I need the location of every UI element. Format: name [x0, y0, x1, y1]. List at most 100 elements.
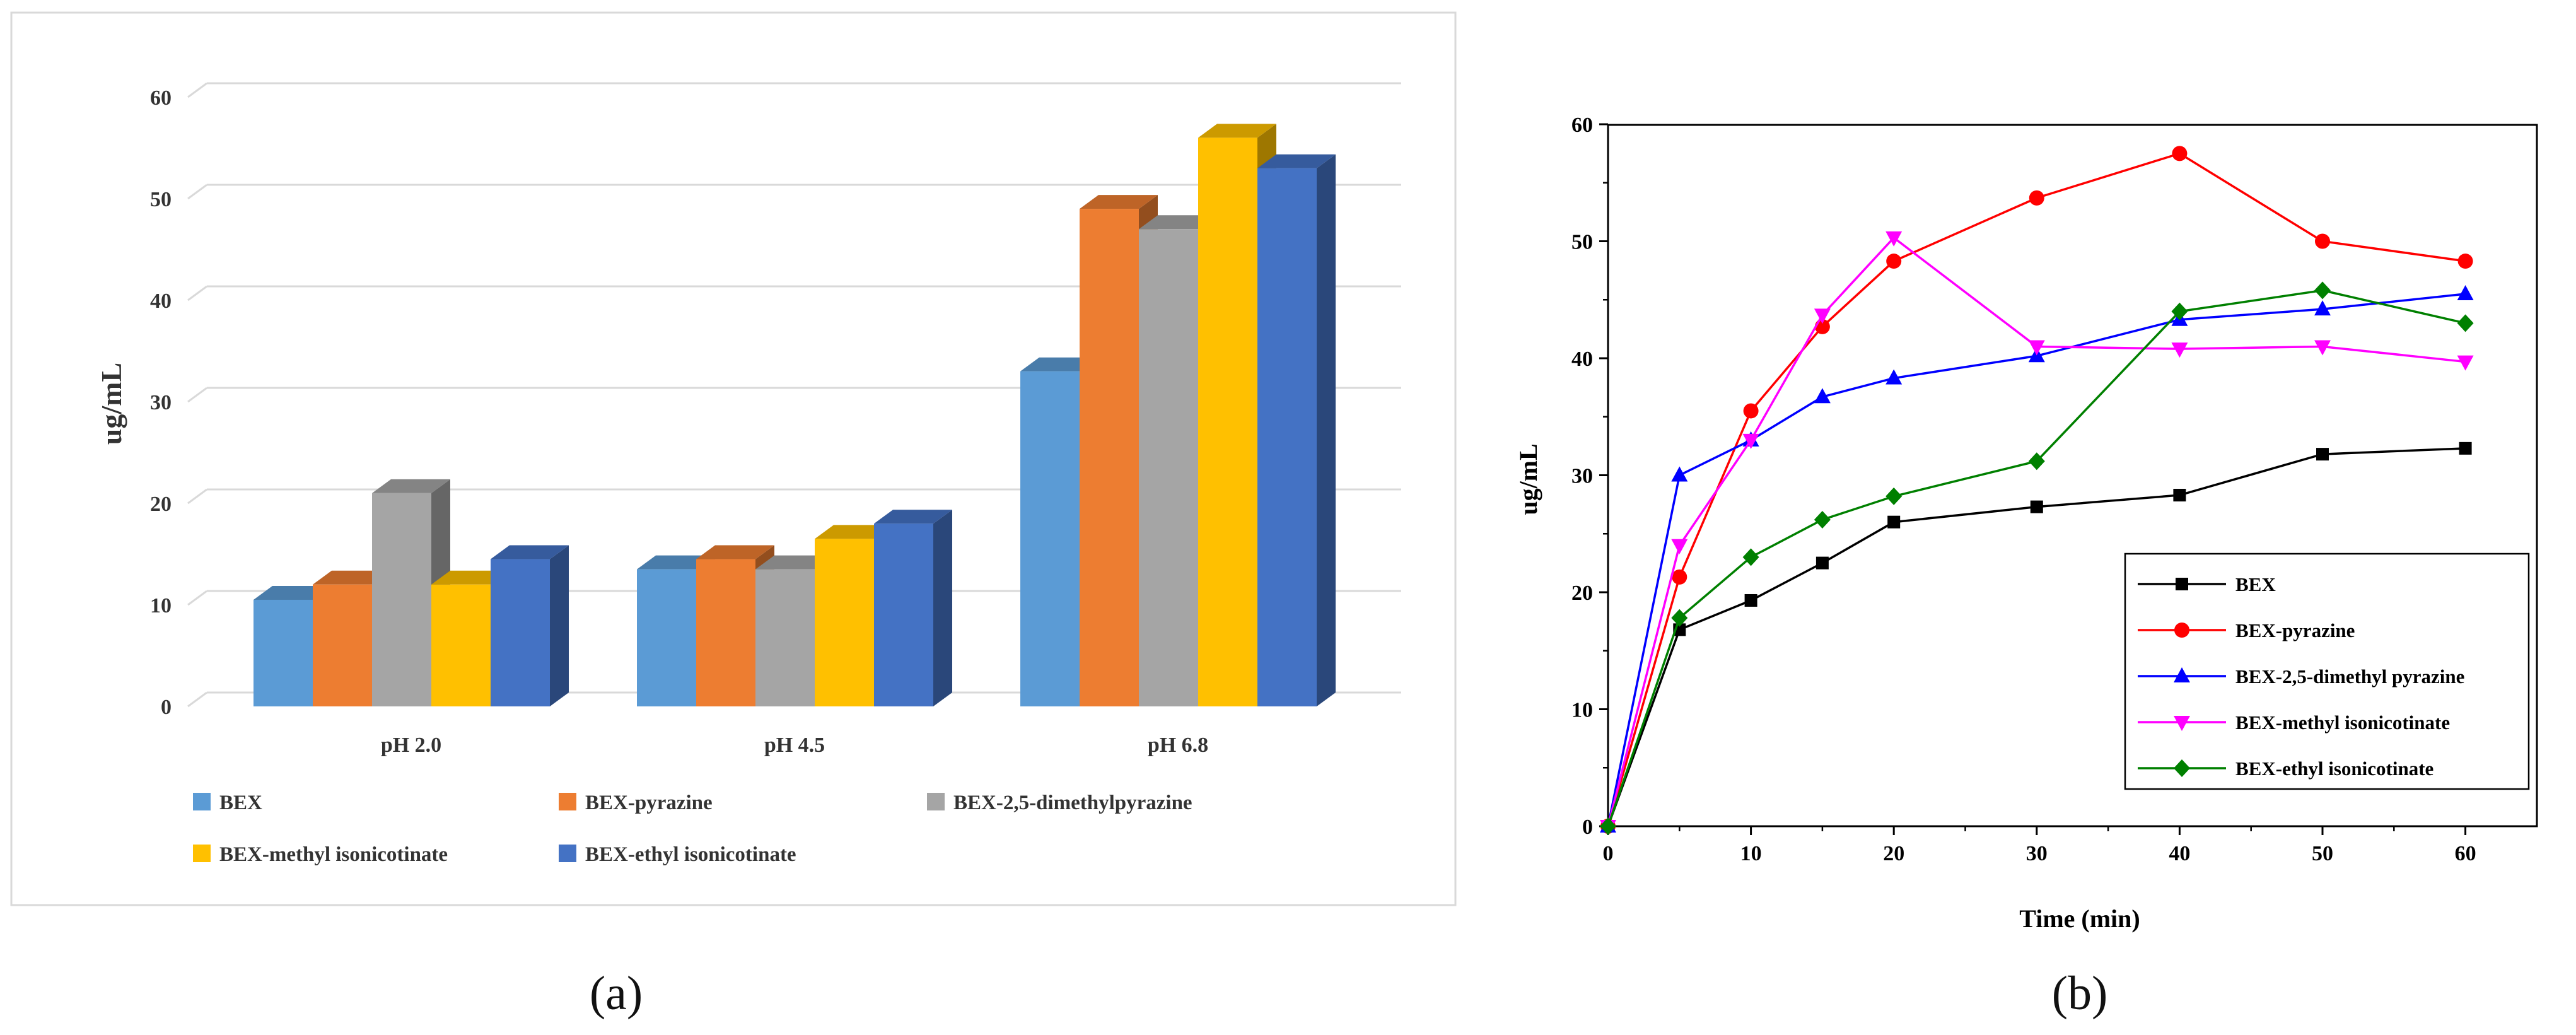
line-y-tick-label: 0 [1582, 816, 1593, 839]
line-marker [1671, 466, 1688, 482]
line-x-tick-label: 20 [1883, 842, 1904, 865]
bar-legend-item: BEX [193, 792, 262, 814]
line-chart-b: 0 10 20 30 40 50 60 0 10 20 30 40 50 60 Time (min) ug… [1514, 114, 2538, 933]
bar [1257, 154, 1336, 706]
bar-y-tick-label: 60 [150, 86, 172, 110]
bar-front [815, 539, 874, 706]
line-marker [2174, 623, 2189, 638]
line-marker [2030, 500, 2043, 513]
line-x-tick-label: 10 [1740, 842, 1762, 865]
line-marker [1671, 609, 1688, 627]
bar-side [933, 510, 952, 706]
bar-front [755, 569, 815, 706]
line-marker [1671, 539, 1688, 554]
line-legend-item: BEX-methyl isonicotinate [2138, 711, 2450, 734]
line-x-tick-label: 30 [2026, 842, 2048, 865]
bar-front [1198, 137, 1257, 706]
bar-top [874, 510, 952, 524]
bar-category-label: pH 4.5 [764, 734, 825, 757]
line-legend-item: BEX-pyrazine [2138, 619, 2355, 641]
line-legend-item: BEX-2,5-dimethyl pyrazine [2138, 665, 2464, 687]
bar-top [1139, 215, 1217, 230]
line-y-tick-label: 60 [1571, 114, 1593, 137]
panel-label-a: (a) [590, 967, 643, 1020]
bar-front [254, 599, 313, 706]
line-x-tick-label: 0 [1603, 842, 1614, 865]
line-y-tick-label: 10 [1571, 699, 1593, 722]
line-marker [1814, 510, 1831, 529]
bar-top [1198, 124, 1276, 138]
line-marker [2028, 340, 2045, 356]
bar-top [696, 545, 774, 559]
bar-side [1317, 154, 1336, 706]
bar-legend-swatch [927, 793, 945, 810]
bar-legend-swatch [559, 793, 576, 810]
bar-legend-label: BEX-pyrazine [585, 792, 713, 814]
bar-side [550, 545, 569, 706]
line-marker [2174, 759, 2190, 777]
line-marker [2176, 578, 2188, 590]
bar-front [874, 523, 933, 706]
bar-front [696, 559, 755, 706]
bar-top [1020, 357, 1099, 371]
line-marker [2028, 452, 2045, 471]
line-marker [1885, 487, 1903, 505]
line-axis-ticks: 0 10 20 30 40 50 60 0 10 20 30 40 50 60 [1571, 114, 2476, 865]
bar-gridline-side [187, 590, 207, 606]
bar-top [491, 545, 569, 559]
panel-label-b: (b) [2052, 967, 2108, 1020]
bar-top [254, 585, 332, 600]
line-marker [2171, 342, 2188, 358]
bar-y-tick-label: 40 [150, 289, 172, 313]
bar-y-tick-label: 0 [161, 696, 172, 719]
bar-top [313, 570, 391, 585]
line-marker [1742, 433, 1759, 449]
line-marker [1814, 308, 1831, 324]
bar-category-label: pH 6.8 [1148, 734, 1208, 757]
line-legend-box [2124, 553, 2530, 790]
bar-top [815, 525, 893, 539]
bar [491, 545, 569, 706]
line-marker [1743, 403, 1759, 419]
bar-legend: BEX BEX-pyrazine BEX-2,5-dimethylpyrazine B… [193, 792, 1192, 866]
bar-front [1020, 371, 1080, 706]
bar-front [1257, 168, 1317, 706]
bar-legend-swatch [193, 793, 211, 810]
line-y-tick-label: 50 [1571, 231, 1593, 254]
bar-gridline-side [187, 691, 207, 708]
line-marker [2172, 146, 2188, 161]
line-legend-label: BEX-ethyl isonicotinate [2235, 757, 2433, 780]
bar-legend-item: BEX-pyrazine [559, 792, 713, 814]
line-marker [1885, 231, 1903, 247]
line-marker [2314, 340, 2331, 356]
bar-legend-label: BEX [219, 792, 262, 814]
line-legend-label: BEX [2235, 573, 2276, 595]
line-legend: BEX BEX-pyrazine BEX-2,5-dimethyl pyrazine… [2124, 553, 2530, 790]
bar-top [1257, 154, 1336, 168]
bar-y-tick-label: 50 [150, 188, 172, 211]
line-marker [1742, 548, 1759, 566]
line-marker [1672, 569, 1687, 585]
bar-front [313, 584, 372, 706]
bar-front [637, 569, 696, 706]
line-marker [1814, 388, 1831, 404]
bar-y-axis-label: ug/mL [95, 363, 127, 445]
bar-category-label: pH 2.0 [381, 734, 441, 757]
bar-front [1139, 229, 1198, 706]
bar-y-ticks: 0 10 20 30 40 50 60 [150, 86, 172, 719]
bar-chart-a: 0 10 20 30 40 50 60 pH 2.0 pH 4.5 pH 6.8 ug/mL B… [10, 11, 1457, 906]
bar-y-tick-label: 20 [150, 493, 172, 516]
bar-legend-swatch [193, 845, 211, 862]
bar-front [1080, 209, 1139, 707]
line-marker [1887, 515, 1901, 529]
line-x-axis-label: Time (min) [2019, 904, 2140, 933]
bar-y-tick-label: 10 [150, 594, 172, 617]
line-x-tick-label: 60 [2455, 842, 2476, 865]
bar-gridline-side [187, 387, 207, 403]
bar-top [755, 555, 834, 570]
line-legend-item: BEX-ethyl isonicotinate [2138, 757, 2433, 780]
bar-top [637, 555, 715, 570]
line-legend-label: BEX-methyl isonicotinate [2235, 711, 2450, 734]
bar-front [491, 559, 550, 706]
line-marker [1815, 556, 1829, 570]
